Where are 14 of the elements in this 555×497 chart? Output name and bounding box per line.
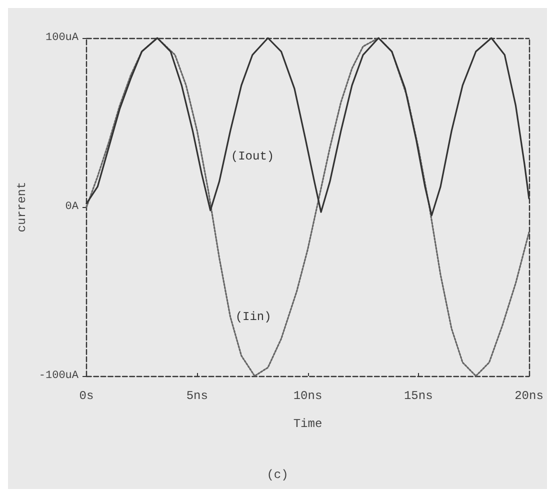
x-axis-title: Time — [293, 417, 322, 431]
annotation: (Iout) — [230, 149, 274, 164]
x-tick-label: 0s — [79, 389, 94, 403]
x-tick-label: 15ns — [404, 389, 433, 403]
x-tick-label: 10ns — [293, 389, 322, 403]
y-tick-label: 100uA — [45, 32, 79, 44]
annotation: (Iin) — [235, 310, 272, 324]
y-tick-label: 0A — [65, 201, 79, 213]
x-tick-label: 5ns — [186, 389, 208, 403]
y-tick-label: -100uA — [38, 370, 79, 382]
text: (c) — [266, 468, 288, 482]
line-series — [86, 37, 530, 377]
y-axis-title: current — [15, 182, 29, 232]
x-tick-label: 20ns — [514, 389, 544, 403]
